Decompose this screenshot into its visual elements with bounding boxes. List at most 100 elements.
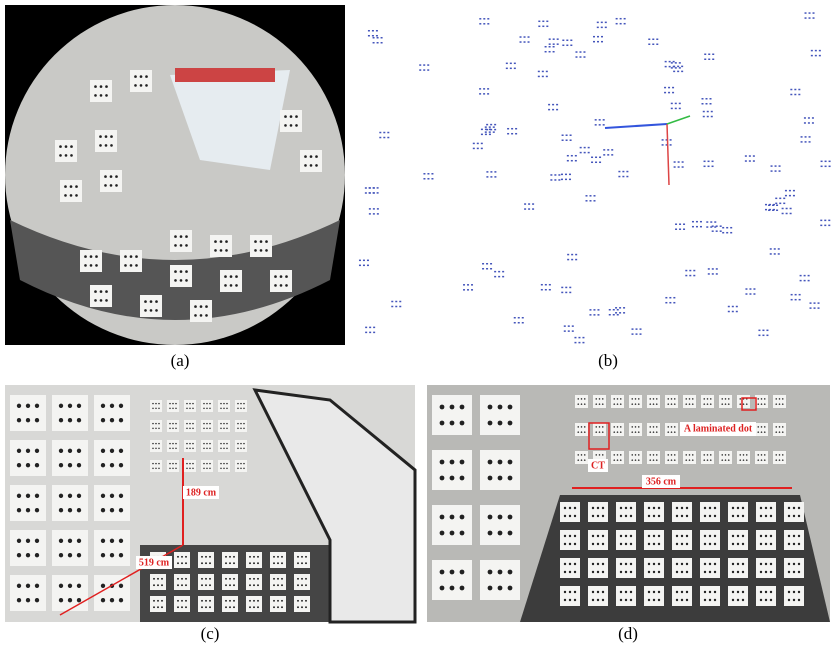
dot bbox=[782, 431, 784, 433]
dot bbox=[737, 507, 739, 509]
target-board bbox=[270, 574, 286, 590]
dot bbox=[704, 543, 706, 545]
dot bbox=[249, 578, 251, 580]
dot bbox=[223, 428, 224, 429]
point bbox=[631, 328, 633, 330]
point bbox=[685, 270, 687, 272]
dot bbox=[782, 426, 784, 428]
point bbox=[381, 37, 383, 39]
target-board bbox=[222, 552, 238, 568]
point bbox=[387, 137, 389, 139]
point bbox=[489, 126, 491, 128]
point bbox=[567, 254, 569, 256]
dot bbox=[297, 584, 299, 586]
dot bbox=[172, 423, 173, 424]
dot bbox=[775, 431, 777, 433]
dot bbox=[440, 515, 445, 520]
point bbox=[578, 342, 580, 344]
point bbox=[550, 174, 552, 176]
point bbox=[762, 330, 764, 332]
point bbox=[569, 292, 571, 294]
dot bbox=[249, 584, 251, 586]
target-board bbox=[647, 395, 660, 408]
point bbox=[793, 195, 795, 197]
point bbox=[652, 38, 654, 40]
dot bbox=[613, 403, 615, 405]
point bbox=[514, 68, 516, 70]
dot bbox=[260, 249, 263, 252]
point bbox=[541, 289, 543, 291]
point bbox=[809, 136, 811, 138]
point bbox=[679, 67, 681, 69]
dot bbox=[181, 606, 183, 608]
dot bbox=[169, 428, 170, 429]
dot bbox=[671, 459, 673, 461]
dot bbox=[35, 553, 39, 557]
dot bbox=[169, 403, 170, 404]
point bbox=[562, 134, 564, 136]
dot bbox=[77, 494, 81, 498]
dot bbox=[602, 426, 604, 428]
point bbox=[793, 190, 795, 192]
dot bbox=[150, 309, 153, 312]
point bbox=[790, 94, 792, 96]
dot bbox=[581, 459, 583, 461]
dot bbox=[498, 570, 503, 575]
dot bbox=[648, 535, 650, 537]
dot bbox=[68, 598, 72, 602]
dot bbox=[508, 570, 513, 575]
point bbox=[828, 225, 830, 227]
point bbox=[575, 259, 577, 261]
point bbox=[783, 203, 785, 205]
point bbox=[546, 21, 548, 23]
dot bbox=[653, 571, 655, 573]
dot bbox=[59, 449, 63, 453]
point bbox=[595, 157, 597, 159]
dot bbox=[59, 404, 63, 408]
point bbox=[463, 284, 465, 286]
target-board bbox=[644, 558, 664, 578]
point bbox=[673, 302, 675, 304]
target-board bbox=[784, 558, 804, 578]
dot bbox=[635, 426, 637, 428]
point bbox=[618, 176, 620, 178]
dot bbox=[206, 428, 207, 429]
dot bbox=[310, 155, 313, 158]
dot bbox=[648, 507, 650, 509]
point bbox=[812, 122, 814, 124]
target-board bbox=[167, 460, 179, 472]
dot bbox=[635, 431, 637, 433]
dot bbox=[70, 185, 73, 188]
point bbox=[620, 23, 622, 25]
dot bbox=[775, 459, 777, 461]
dot bbox=[237, 403, 238, 404]
point bbox=[589, 309, 591, 311]
point bbox=[511, 133, 513, 135]
point bbox=[753, 288, 755, 290]
dot bbox=[757, 426, 759, 428]
dot bbox=[649, 459, 651, 461]
dot bbox=[152, 403, 153, 404]
point bbox=[810, 307, 812, 309]
target-board bbox=[222, 596, 238, 612]
dot bbox=[135, 264, 138, 267]
target-board bbox=[755, 423, 768, 436]
point bbox=[808, 280, 810, 282]
point bbox=[711, 111, 713, 113]
dot bbox=[779, 454, 781, 456]
dot bbox=[237, 443, 238, 444]
dot bbox=[742, 591, 744, 593]
dot bbox=[707, 454, 709, 456]
point bbox=[672, 87, 674, 89]
dot bbox=[301, 606, 303, 608]
dot bbox=[638, 431, 640, 433]
dot bbox=[77, 404, 81, 408]
dot bbox=[793, 515, 795, 517]
point bbox=[799, 294, 801, 296]
target-board bbox=[644, 530, 664, 550]
point bbox=[819, 55, 821, 57]
dot bbox=[577, 431, 579, 433]
dot bbox=[631, 454, 633, 456]
point bbox=[708, 273, 710, 275]
dot bbox=[721, 398, 723, 400]
